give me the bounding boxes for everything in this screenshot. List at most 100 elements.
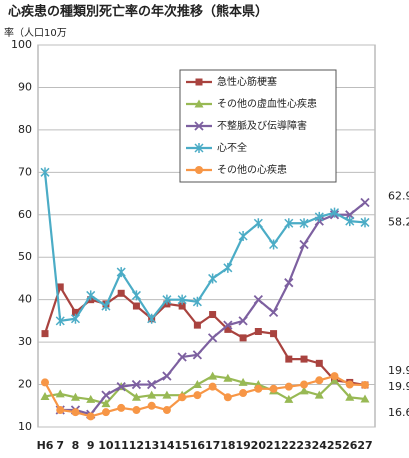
y-tick-label: 10 [18,420,32,433]
x-tick-label: 8 [72,439,80,452]
x-tick-label: 12 [129,439,144,452]
marker [55,389,65,398]
marker [178,393,187,402]
legend-label: その他の心疾患 [217,163,287,176]
marker [269,384,278,393]
marker [299,386,309,395]
marker [238,231,248,241]
marker [253,218,263,229]
marker [330,372,339,381]
marker [223,393,232,402]
x-tick-label: 21 [266,439,281,452]
marker [131,290,141,301]
marker [71,308,79,316]
marker [254,384,263,393]
marker [101,390,111,400]
series-line [44,374,366,418]
marker [300,380,309,389]
y-tick-label: 50 [18,250,32,263]
marker [40,391,50,400]
marker [223,373,233,382]
x-tick-label: 20 [251,439,267,452]
marker [345,216,355,227]
marker [360,197,370,208]
x-tick-label: 24 [312,439,328,452]
y-tick-label: 90 [18,80,32,93]
marker [178,302,186,310]
marker [284,394,294,403]
marker [209,311,217,319]
marker [101,301,111,312]
x-tick-label: 10 [98,439,114,452]
marker [147,390,157,399]
marker [254,328,262,335]
marker [239,334,247,342]
marker [207,333,218,343]
marker [117,403,126,412]
marker [238,316,248,326]
marker [253,295,263,305]
y-tick-label: 70 [18,165,32,178]
marker [70,392,80,401]
x-tick-label: 22 [281,439,296,452]
marker [239,389,248,398]
marker [86,290,96,301]
marker [299,239,309,250]
marker [224,325,232,333]
marker [270,330,278,338]
marker [147,379,157,390]
marker [345,380,354,389]
marker [192,296,202,307]
marker [314,211,324,222]
marker [117,289,125,297]
marker [162,371,172,381]
legend-label: 心不全 [217,141,247,154]
series-line [43,172,366,323]
marker [147,313,157,324]
legend-marker [195,166,203,174]
x-tick-label: 16 [190,439,206,452]
x-tick-label: 25 [327,439,342,452]
marker [315,359,323,367]
marker [56,406,65,415]
y-tick-label: 80 [18,123,32,136]
marker [193,391,202,400]
marker [314,390,324,399]
marker [361,380,369,389]
x-tick-label: 9 [87,439,95,452]
end-label: 16.6 [388,406,409,419]
marker [86,412,95,421]
marker [86,394,96,403]
marker [56,283,64,291]
marker [132,406,141,415]
marker [223,320,233,330]
marker [55,315,65,326]
x-tick-label: 11 [114,439,129,452]
marker [223,262,233,273]
y-tick-label: 60 [18,208,32,221]
x-tick-label: 7 [56,439,64,452]
legend-marker [194,99,204,108]
legend-marker [194,143,204,153]
chart-title: 心疾患の種類別死亡率の年次推移（熊本県） [8,4,268,20]
x-tick-label: 18 [220,439,235,452]
x-tick-label: 26 [342,439,358,452]
marker [101,399,111,408]
marker [116,382,126,392]
marker [208,371,218,380]
y-tick-label: 30 [18,335,32,348]
marker [131,392,141,401]
marker [162,294,172,305]
x-tick-label: 23 [296,439,311,452]
x-tick-label: 27 [357,439,372,452]
marker [360,217,370,228]
marker [162,390,172,399]
marker [268,307,279,318]
marker [284,218,294,229]
marker [299,218,309,229]
marker [269,239,279,250]
end-label: 62.9 [388,189,409,202]
y-tick-label: 40 [18,293,32,306]
